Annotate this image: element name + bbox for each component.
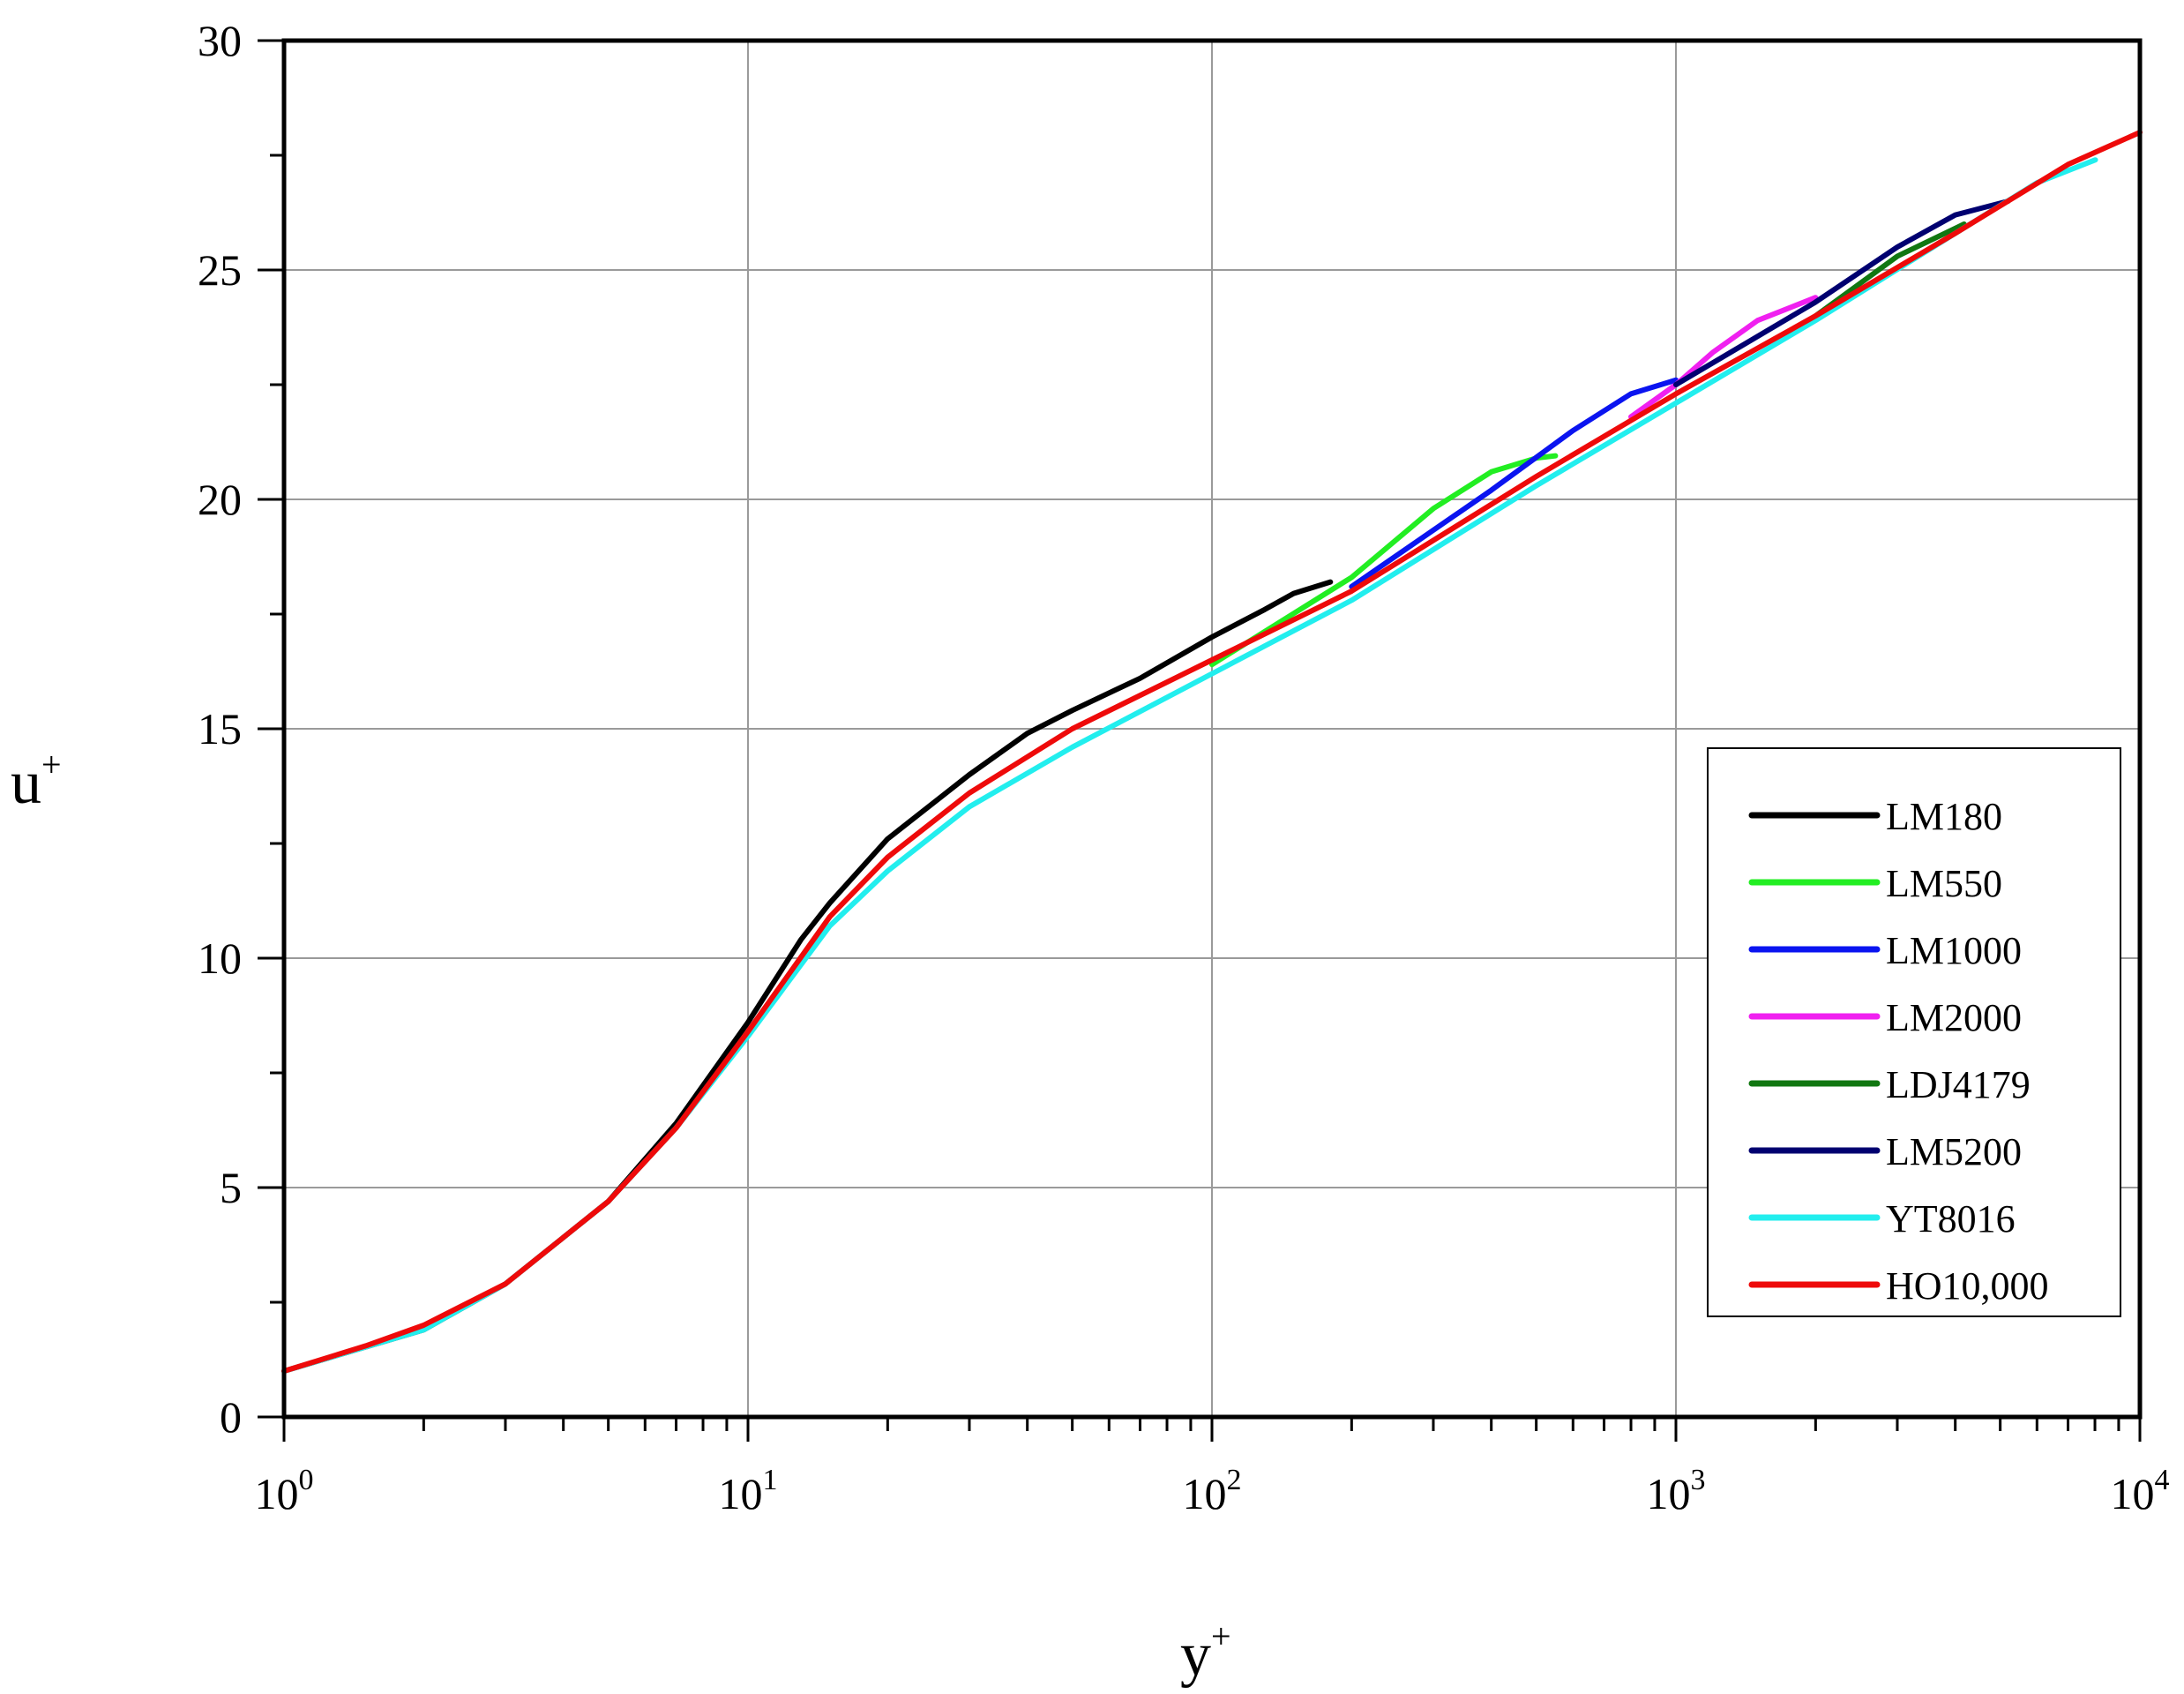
- legend-label: LM1000: [1886, 929, 2022, 972]
- x-tick-label: 104: [2111, 1464, 2170, 1518]
- x-tick-base: 10: [1647, 1469, 1691, 1518]
- x-tick-exponent: 2: [1227, 1464, 1242, 1496]
- series-lines: [281, 130, 2143, 1374]
- x-axis-title-sup: +: [1211, 1616, 1231, 1656]
- x-tick-label: 100: [255, 1464, 314, 1518]
- y-tick-label: 30: [198, 16, 242, 65]
- legend: LM180 LM550 LM1000 LM2000 LDJ4179 LM5200 YT801…: [1707, 747, 2121, 1317]
- y-tick-labels: 0 5 10 15 20 25 30: [198, 16, 242, 1442]
- x-tick-exponent: 4: [2155, 1464, 2170, 1496]
- x-tick-labels: 100 101 102 103 104: [255, 1464, 2170, 1518]
- x-tick-base: 10: [1183, 1469, 1227, 1518]
- x-tick-exponent: 1: [763, 1464, 778, 1496]
- y-tick-label: 10: [198, 933, 242, 983]
- series-line-lm180: [281, 579, 1334, 1374]
- x-tick-label: 101: [719, 1464, 778, 1518]
- legend-label: YT8016: [1886, 1197, 2016, 1241]
- x-tick-base: 10: [255, 1469, 299, 1518]
- series-line-ho10-000: [281, 130, 2143, 1374]
- axis-ticks: [258, 39, 2142, 1442]
- x-axis-title-base: y: [1180, 1621, 1211, 1689]
- series-line-lm1000: [1349, 377, 1679, 589]
- legend-label: LDJ4179: [1886, 1063, 2031, 1106]
- legend-label: LM180: [1886, 795, 2002, 838]
- x-tick-base: 10: [2111, 1469, 2155, 1518]
- x-axis-title: y+: [1180, 1616, 1231, 1689]
- y-tick-label: 20: [198, 475, 242, 524]
- series-line-lm5200: [1673, 199, 2011, 387]
- x-tick-label: 103: [1647, 1464, 1706, 1518]
- plot-frame: [281, 38, 2143, 1420]
- legend-label: LM2000: [1886, 996, 2022, 1039]
- y-axis-title: u+: [11, 745, 62, 817]
- y-axis-title-base: u: [11, 749, 41, 817]
- series-line-lm2000: [1628, 295, 1819, 420]
- grid-lines: [284, 41, 2140, 1417]
- x-tick-exponent: 3: [1691, 1464, 1706, 1496]
- legend-label: LM5200: [1886, 1130, 2022, 1173]
- y-tick-label: 15: [198, 704, 242, 753]
- y-tick-label: 0: [220, 1392, 242, 1442]
- legend-label: HO10,000: [1886, 1264, 2049, 1308]
- x-tick-base: 10: [719, 1469, 763, 1518]
- legend-box: [1707, 747, 2121, 1317]
- legend-label: LM550: [1886, 862, 2002, 905]
- series-line-ldj4179: [1813, 221, 1967, 319]
- y-tick-label: 25: [198, 245, 242, 295]
- y-axis-title-sup: +: [41, 745, 62, 784]
- y-tick-label: 5: [220, 1163, 242, 1212]
- x-tick-exponent: 0: [299, 1464, 314, 1496]
- x-tick-label: 102: [1183, 1464, 1242, 1518]
